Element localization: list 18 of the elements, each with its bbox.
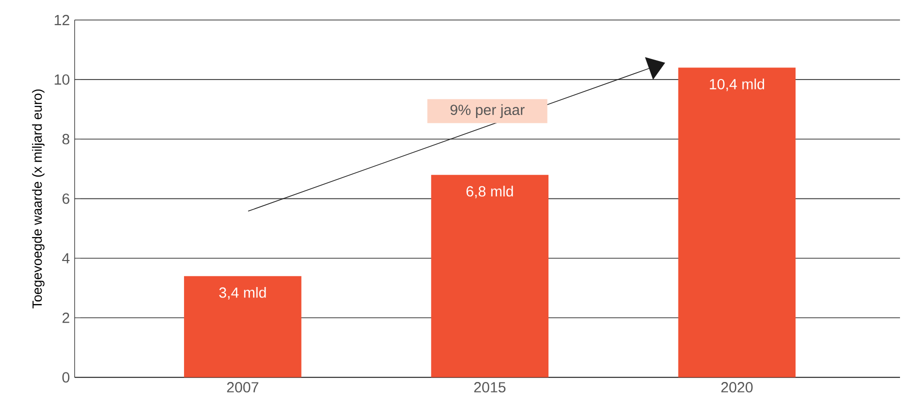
y-tick-label: 4 — [62, 253, 70, 264]
y-tick-label: 8 — [62, 134, 70, 144]
y-tick-label: 10 — [54, 74, 70, 85]
annotation: 9% per jaar — [450, 104, 525, 118]
y-tick-label: 12 — [54, 14, 70, 26]
y-axis-title: Toegevoegde waarde (x miljard euro) — [32, 89, 44, 308]
y-tick-label: 0 — [62, 372, 70, 383]
x-tick-label: 2015 — [474, 382, 506, 392]
bar — [431, 174, 548, 378]
x-tick-label: 2020 — [721, 382, 753, 392]
bar — [678, 68, 796, 378]
data-label: 3,4 mld — [219, 287, 266, 300]
bar — [184, 276, 302, 378]
data-label: 10,4 mld — [710, 78, 764, 92]
y-tick-label: 2 — [62, 312, 70, 323]
x-tick-label: 2007 — [227, 382, 258, 392]
y-tick-label: 6 — [62, 193, 70, 204]
data-label: 6,8 mld — [466, 186, 513, 198]
